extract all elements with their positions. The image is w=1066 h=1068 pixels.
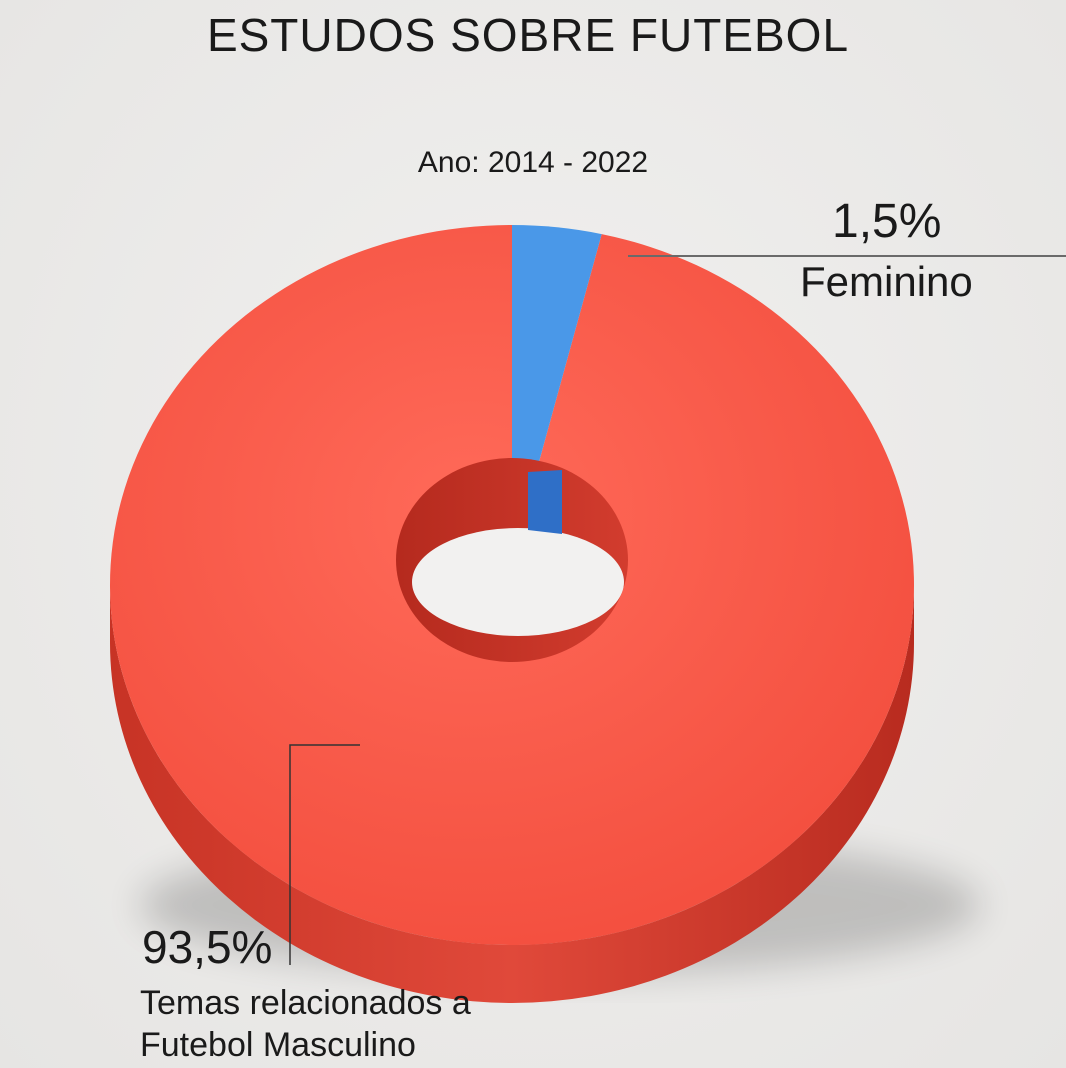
donut-side [110, 585, 914, 1003]
slice-label-value-feminino: 1,5% [832, 195, 942, 248]
slice-label-name-feminino: Feminino [800, 258, 973, 305]
chart-subtitle: Ano: 2014 - 2022 [417, 146, 649, 179]
donut-hole [396, 458, 628, 662]
donut-side-wall [110, 585, 914, 1003]
slice-label-name-masculino: Temas relacionados a Futebol Masculino [140, 984, 471, 1064]
slice-label-value-masculino: 93,5% [142, 921, 273, 973]
leader-line-masculino [289, 744, 360, 965]
slice-feminino-hole-wall [528, 470, 562, 534]
chart-title: ESTUDOS SOBRE FUTEBOL [206, 9, 850, 61]
hole-floor [412, 528, 624, 636]
